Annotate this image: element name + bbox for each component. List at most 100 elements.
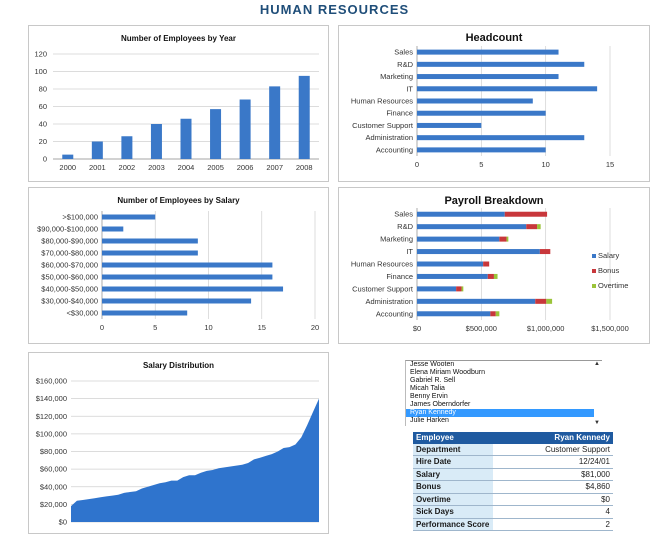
chart-employees-by-year: Number of Employees by Year 0 20 40 60 80 100…	[28, 25, 329, 182]
bar	[461, 286, 464, 292]
row-label: Hire Date	[413, 455, 493, 469]
y-tick-label: R&D	[397, 222, 413, 231]
bar	[483, 261, 490, 267]
y-tick-label: $80,000	[40, 447, 67, 456]
y-tick-label: $90,000-$100,000	[37, 225, 98, 234]
bar	[91, 141, 103, 159]
chart-employees-by-salary: Number of Employees by Salary 0 5 10 15 20 >$…	[28, 187, 329, 344]
table-header-row: Employee Ryan Kennedy	[413, 432, 613, 444]
y-tick-label: $70,000-$80,000	[41, 249, 98, 258]
y-tick-label: Marketing	[380, 235, 413, 244]
list-item[interactable]: Elena Miriam Woodburn	[410, 369, 485, 376]
salary-area	[71, 398, 319, 522]
row-value: 2	[493, 518, 613, 531]
bar	[417, 98, 533, 104]
y-tick-label: $100,000	[36, 429, 67, 438]
y-tick-label: <$30,000	[67, 309, 99, 318]
chart-title: Payroll Breakdown	[444, 195, 544, 207]
header-label: Employee	[413, 432, 493, 444]
x-tick-label: $1,000,000	[527, 324, 565, 333]
bar	[102, 250, 198, 256]
row-value: $81,000	[493, 468, 613, 481]
x-tick-label: 0	[415, 160, 419, 169]
legend-label: Bonus	[598, 266, 620, 275]
x-tick-label: 2007	[266, 163, 283, 172]
chart-title: Number of Employees by Salary	[117, 196, 240, 205]
x-tick-label: 20	[311, 323, 319, 332]
scroll-up-icon[interactable]: ▲	[594, 361, 600, 367]
x-tick-label: 0	[100, 323, 104, 332]
row-value: 4	[493, 505, 613, 519]
legend-swatch	[592, 254, 596, 258]
page-title: HUMAN RESOURCES	[259, 2, 410, 17]
header-value: Ryan Kennedy	[493, 432, 613, 444]
x-tick-label: $1,500,000	[591, 324, 629, 333]
employee-detail-table: Employee Ryan Kennedy Department Customer…	[413, 432, 613, 531]
y-tick-label: $40,000	[40, 482, 67, 491]
x-tick-label: 2002	[119, 163, 136, 172]
payroll-svg: $0 $500,000 $1,000,000 $1,500,000 Sales R&D Ma…	[351, 208, 629, 333]
y-tick-label: Accounting	[376, 309, 413, 318]
row-value: $0	[493, 493, 613, 506]
row-value: $4,860	[493, 480, 613, 494]
y-tick-label: $40,000-$50,000	[41, 285, 98, 294]
list-item[interactable]: Gabriel R. Sell	[410, 377, 456, 384]
y-tick-label: $0	[59, 518, 67, 527]
y-tick-label: Administration	[365, 133, 413, 142]
y-tick-label: $20,000	[40, 500, 67, 509]
bar	[417, 224, 527, 230]
y-tick-label: IT	[406, 247, 413, 256]
row-label: Bonus	[413, 480, 493, 494]
y-tick-label: 0	[43, 155, 47, 164]
bar	[506, 236, 509, 242]
y-tick-label: Customer Support	[352, 284, 414, 293]
bar	[180, 118, 192, 159]
scroll-down-icon[interactable]: ▼	[594, 420, 600, 426]
table-row: Overtime $0	[413, 493, 613, 506]
bar	[417, 110, 546, 116]
y-tick-label: $120,000	[36, 412, 67, 421]
bar	[417, 286, 457, 292]
bar	[417, 273, 488, 279]
x-tick-label: 2003	[148, 163, 165, 172]
employee-listbox[interactable]: ▲ ▼ Jesse Wooten Elena Miriam Woodburn Gab…	[405, 360, 602, 426]
y-tick-label: Finance	[386, 109, 413, 118]
y-tick-label: $80,000-$90,000	[41, 237, 98, 246]
table-row: Bonus $4,860	[413, 480, 613, 494]
y-tick-label: Human Resources	[351, 97, 413, 106]
bar	[490, 311, 496, 317]
x-tick-label: 10	[204, 323, 212, 332]
bar	[150, 124, 162, 159]
bar	[417, 147, 546, 153]
list-item[interactable]: James Oberndorfer	[410, 401, 471, 408]
bar	[546, 298, 553, 304]
bar	[537, 224, 541, 230]
bar	[456, 286, 462, 292]
y-tick-label: 80	[39, 85, 47, 94]
employees-by-salary-svg: 0 5 10 15 20 >$100,000 $90,000-$100,000 $80,000…	[37, 211, 319, 332]
bar	[102, 238, 198, 244]
x-tick-label: 15	[606, 160, 614, 169]
table-row: Performance Score 2	[413, 518, 613, 531]
y-tick-label: 120	[34, 50, 47, 59]
bar	[539, 249, 551, 255]
salary-distribution-svg: $0 $20,000 $40,000 $60,000 $80,000 $100,000 $1…	[36, 377, 319, 527]
y-tick-label: $30,000-$40,000	[41, 297, 98, 306]
bar	[487, 273, 494, 279]
list-item[interactable]: Ryan Kennedy	[406, 409, 594, 417]
row-label: Overtime	[413, 493, 493, 506]
list-item[interactable]: Julie Harken	[410, 417, 449, 424]
bar	[102, 298, 252, 304]
x-tick-label: 5	[153, 323, 157, 332]
y-tick-label: >$100,000	[62, 213, 98, 222]
list-item[interactable]: Benny Ervin	[410, 393, 448, 400]
bar	[102, 214, 156, 220]
bar	[417, 135, 585, 141]
y-tick-label: $60,000	[40, 465, 67, 474]
list-item[interactable]: Micah Talia	[410, 385, 445, 392]
y-tick-label: Sales	[394, 210, 413, 219]
list-item[interactable]: Jesse Wooten	[410, 361, 455, 368]
employees-by-year-svg: 0 20 40 60 80 100 120 2000 2001 2002 2003 2004 2005 2…	[34, 50, 319, 172]
x-tick-label: 2005	[207, 163, 224, 172]
